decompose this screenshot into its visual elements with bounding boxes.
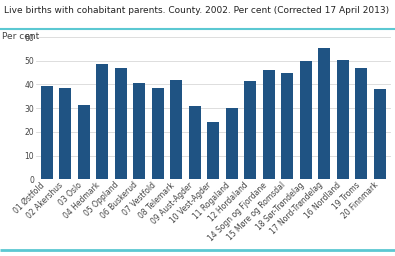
- Text: Live births with cohabitant parents. County. 2002. Per cent (Corrected 17 April : Live births with cohabitant parents. Cou…: [4, 6, 389, 15]
- Bar: [337, 60, 349, 179]
- Bar: [300, 61, 312, 179]
- Bar: [41, 86, 53, 179]
- Bar: [152, 88, 164, 179]
- Bar: [189, 106, 201, 179]
- Bar: [356, 68, 367, 179]
- Bar: [115, 68, 127, 179]
- Bar: [133, 83, 145, 179]
- Bar: [374, 89, 386, 179]
- Text: Per cent: Per cent: [2, 32, 39, 41]
- Bar: [281, 73, 293, 179]
- Bar: [96, 64, 108, 179]
- Bar: [59, 88, 71, 179]
- Bar: [263, 70, 275, 179]
- Bar: [226, 108, 238, 179]
- Bar: [318, 48, 330, 179]
- Bar: [170, 80, 182, 179]
- Bar: [78, 105, 90, 179]
- Bar: [207, 122, 219, 179]
- Bar: [245, 81, 256, 179]
